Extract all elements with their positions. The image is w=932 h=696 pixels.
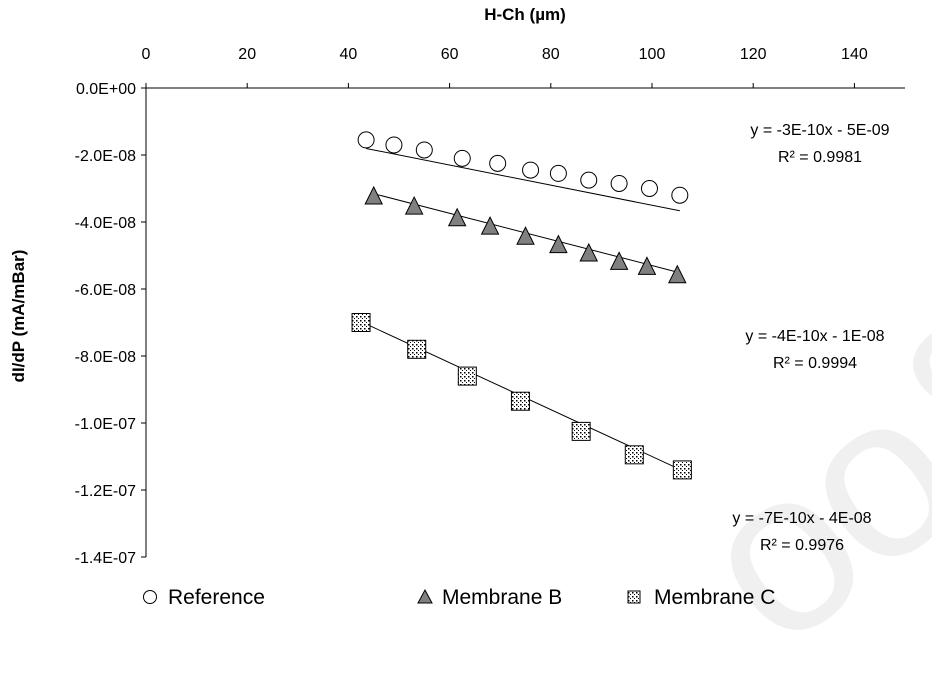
point-membrane-b — [637, 256, 657, 275]
equation-membrane-b: y = -4E-10x - 1E-08 R² = 0.9994 — [745, 328, 884, 372]
point-reference — [610, 174, 628, 192]
point-membrane-b — [609, 251, 629, 270]
legend-label-membrane-b: Membrane B — [442, 586, 562, 609]
r2-reference-text: R² = 0.9981 — [778, 149, 862, 166]
legend-triangle-marker — [417, 588, 433, 604]
legend-label-membrane-c: Membrane C — [654, 586, 775, 609]
legend-square-marker — [627, 590, 641, 604]
y-tick-label: -2.0E-08 — [75, 148, 136, 165]
legend-item-membrane-b: Membrane B — [417, 586, 562, 609]
y-tick-label: -4.0E-08 — [75, 215, 136, 232]
equation-reference-text: y = -3E-10x - 5E-09 — [750, 122, 889, 139]
equation-membrane-b-text: y = -4E-10x - 1E-08 — [745, 328, 884, 345]
point-membrane-c — [457, 366, 477, 386]
point-reference — [580, 171, 598, 189]
x-tick-label: 20 — [238, 46, 256, 63]
point-membrane-b — [364, 185, 384, 205]
trendlines — [360, 147, 683, 472]
x-tick-label: 40 — [340, 46, 358, 63]
legend-item-membrane-c: Membrane C — [627, 586, 775, 609]
x-tick-label: 0 — [142, 46, 151, 63]
x-tick-label: 100 — [639, 46, 666, 63]
point-reference — [640, 180, 658, 197]
y-tick-label: -1.4E-07 — [75, 550, 136, 567]
point-membrane-c — [510, 391, 530, 411]
point-membrane-b — [516, 226, 535, 245]
point-membrane-c — [624, 445, 644, 465]
point-reference — [671, 186, 689, 204]
equation-membrane-c-text: y = -7E-10x - 4E-08 — [732, 510, 871, 527]
point-reference — [549, 164, 567, 182]
point-membrane-c — [407, 339, 427, 359]
point-reference — [415, 141, 433, 159]
point-membrane-c — [571, 421, 591, 441]
equation-membrane-c: y = -7E-10x - 4E-08 R² = 0.9976 — [732, 510, 871, 554]
x-tick-label: 140 — [841, 46, 868, 63]
r2-membrane-c-text: R² = 0.9976 — [760, 537, 844, 554]
legend-circle-marker — [143, 590, 157, 604]
point-membrane-b — [549, 234, 568, 254]
y-tick-label: -1.0E-07 — [75, 416, 136, 433]
x-ticks: 0 20 40 60 80 100 120 140 — [142, 46, 868, 88]
x-tick-label: 60 — [441, 46, 459, 63]
point-reference — [489, 154, 507, 172]
y-tick-label: 0.0E+00 — [76, 81, 136, 98]
data-points — [351, 131, 692, 480]
point-membrane-b — [480, 216, 500, 235]
x-tick-label: 120 — [740, 46, 767, 63]
point-reference — [522, 161, 540, 179]
point-membrane-c — [672, 460, 692, 480]
point-membrane-b — [579, 242, 599, 262]
legend: Reference Membrane B Membrane C — [143, 586, 775, 609]
point-reference — [357, 131, 375, 149]
point-reference — [385, 136, 403, 154]
legend-label-reference: Reference — [168, 586, 265, 609]
y-axis-title: dI/dP (mA/mBar) — [9, 250, 28, 383]
y-tick-label: -8.0E-08 — [75, 349, 136, 366]
r2-membrane-b-text: R² = 0.9994 — [773, 355, 857, 372]
equation-reference: y = -3E-10x - 5E-09 R² = 0.9981 — [750, 122, 889, 166]
legend-item-reference: Reference — [143, 586, 265, 609]
trendline-reference — [366, 147, 680, 212]
y-tick-label: -6.0E-08 — [75, 282, 136, 299]
point-reference — [453, 149, 471, 167]
point-membrane-c — [351, 313, 371, 332]
y-tick-label: -1.2E-07 — [75, 483, 136, 500]
point-membrane-b — [447, 207, 467, 227]
point-membrane-b — [404, 195, 424, 215]
chart-canvas: H-Ch (µm) dI/dP (mA/mBar) 0 20 40 60 80 100 12… — [9, 5, 905, 609]
x-axis-title: H-Ch (µm) — [484, 5, 566, 24]
y-ticks: 0.0E+00 -2.0E-08 -4.0E-08 -6.0E-08 -8.0E-08 -… — [75, 81, 146, 567]
point-membrane-b — [667, 264, 687, 284]
x-tick-label: 80 — [542, 46, 560, 63]
